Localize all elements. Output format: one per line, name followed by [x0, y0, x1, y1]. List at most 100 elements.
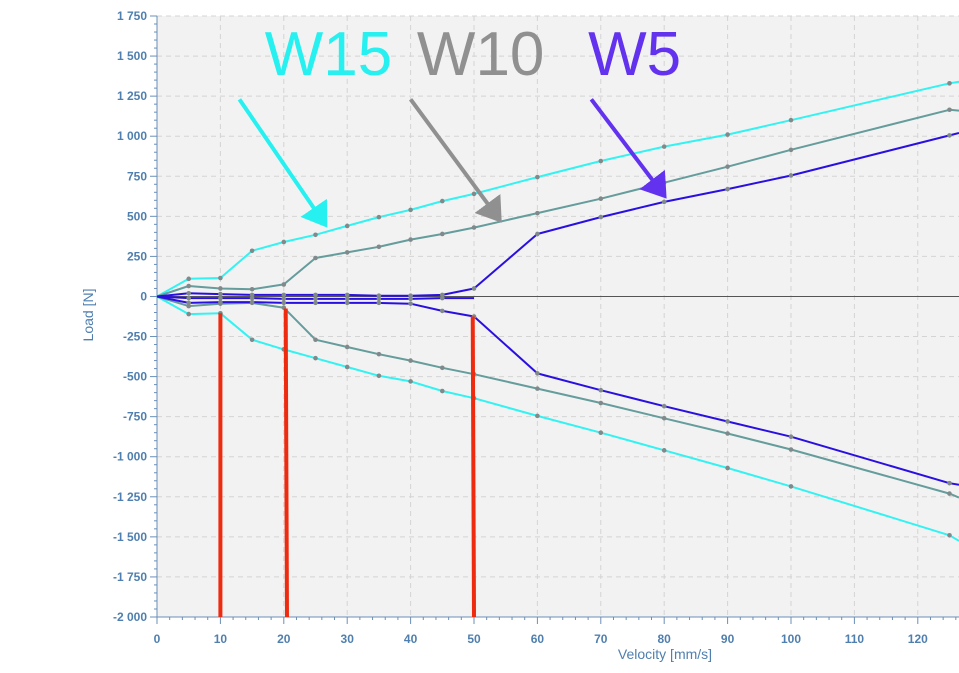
data-point: [249, 286, 255, 292]
data-point: [439, 388, 445, 394]
data-point: [376, 373, 382, 379]
x-tick-label: 60: [531, 632, 545, 646]
y-tick-label: 1 500: [117, 49, 147, 63]
series: [156, 80, 959, 298]
y-tick-label: -1 250: [113, 490, 147, 504]
data-point: [344, 223, 350, 229]
markers-group: [218, 308, 476, 618]
data-point: [439, 295, 445, 301]
data-point: [313, 232, 318, 238]
data-point: [439, 198, 445, 204]
data-point: [788, 173, 794, 178]
x-tick-label: 30: [341, 632, 355, 646]
data-point: [947, 480, 952, 486]
data-point: [947, 133, 952, 138]
data-point: [788, 434, 794, 440]
axes: [156, 16, 959, 618]
data-point: [186, 300, 191, 306]
data-point: [218, 295, 223, 301]
x-ticks: 0 10 20 30 40 50 60 70 80 90 100 110 120: [154, 617, 957, 646]
data-point: [281, 282, 287, 287]
data-point: [344, 292, 350, 298]
data-point: [535, 231, 540, 237]
data-point: [281, 239, 287, 245]
annotation-arrow: [408, 98, 502, 223]
x-tick-label: 40: [404, 632, 418, 646]
data-point: [535, 386, 540, 391]
y-ticks: 1 750 1 500 1 250 1 000 750 500 250 0 -250 -500 -7…: [113, 9, 157, 624]
data-point: [249, 292, 255, 298]
data-point: [535, 371, 540, 376]
y-tick-label: -2 000: [113, 610, 147, 624]
data-point: [376, 214, 382, 220]
data-point: [788, 147, 794, 153]
data-point: [313, 300, 318, 306]
data-point: [249, 337, 255, 343]
data-point: [788, 447, 794, 452]
data-point: [281, 292, 287, 298]
data-point: [376, 300, 382, 306]
series: [156, 107, 959, 298]
data-point: [947, 532, 952, 538]
series-line: [156, 295, 959, 486]
data-point: [661, 403, 667, 409]
y-tick-label: -750: [123, 410, 147, 424]
x-tick-label: 20: [277, 632, 291, 646]
x-tick-label: 100: [781, 632, 801, 646]
data-point: [408, 237, 413, 242]
data-point: [598, 400, 604, 406]
x-tick-label: 110: [845, 632, 865, 646]
series-line: [156, 132, 959, 298]
data-point: [725, 186, 730, 192]
data-point: [661, 180, 667, 185]
data-point: [313, 296, 318, 302]
data-point: [186, 303, 191, 309]
data-point: [186, 283, 191, 289]
data-point: [439, 231, 445, 237]
series-line: [156, 108, 959, 298]
data-point: [471, 191, 477, 197]
x-axis-title: Velocity [mm/s]: [618, 646, 712, 662]
data-point: [186, 290, 191, 296]
data-point: [408, 379, 413, 384]
data-point: [313, 292, 318, 298]
data-point: [661, 144, 667, 149]
y-axis-title: Load [N]: [80, 289, 96, 342]
data-point: [535, 413, 540, 419]
data-point: [281, 300, 287, 306]
annotation-label: W5: [588, 20, 681, 89]
marker-line: [470, 316, 476, 618]
data-point: [661, 448, 667, 453]
data-point: [313, 355, 318, 361]
data-point: [408, 207, 413, 213]
series: [156, 295, 474, 302]
data-point: [725, 132, 730, 137]
data-point: [376, 244, 382, 250]
data-point: [725, 431, 730, 436]
data-point: [376, 296, 382, 302]
data-point: [439, 308, 445, 314]
data-point: [218, 291, 223, 297]
data-point: [344, 364, 350, 370]
data-point: [725, 164, 730, 169]
data-point: [598, 214, 604, 220]
data-point: [408, 296, 413, 302]
data-point: [376, 293, 382, 298]
data-point: [313, 255, 318, 261]
x-tick-label: 10: [214, 632, 228, 646]
data-point: [947, 81, 952, 86]
y-tick-label: 1 250: [117, 89, 147, 103]
y-tick-label: -500: [123, 370, 147, 384]
data-point: [661, 415, 667, 421]
y-tick-label: -1 500: [113, 530, 147, 544]
data-point: [218, 286, 223, 291]
data-point: [725, 465, 730, 471]
annotation-arrow: [237, 98, 328, 228]
y-tick-label: 250: [127, 249, 147, 263]
y-tick-label: -1 000: [113, 450, 147, 464]
data-point: [598, 430, 604, 435]
data-point: [535, 174, 540, 180]
annotation-label: W15: [265, 20, 392, 89]
data-point: [471, 286, 477, 291]
